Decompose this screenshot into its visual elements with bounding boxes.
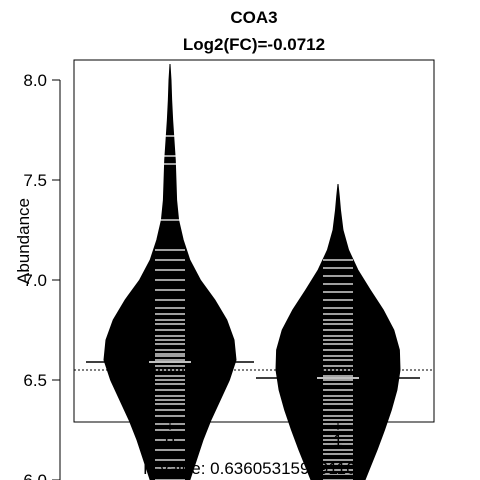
y-tick-label-3: 6.5 [23,371,47,390]
mean-lines-layer [74,361,434,379]
chart-title: COA3 [230,8,277,27]
x-tick-label-1: 1 [333,431,342,450]
y-axis-label: Abundance [14,198,33,284]
y-tick-label-4: 7.0 [23,271,47,290]
beans-layer [103,63,401,480]
x-axis-label: P-value: 0.636053159291168 [143,459,365,478]
y-tick-label-2: 6.0 [23,471,47,480]
y-tick-label-5: 7.5 [23,171,47,190]
observation-lines-layer [155,135,353,480]
y-axis: 5.05.56.06.57.07.58.0 [23,71,61,480]
y-tick-label-6: 8.0 [23,71,47,90]
chart-subtitle: Log2(FC)=-0.0712 [183,35,325,54]
x-tick-label-0: 0 [165,431,174,450]
bean-shape-1 [275,183,401,480]
bean-shape-0 [103,63,237,480]
